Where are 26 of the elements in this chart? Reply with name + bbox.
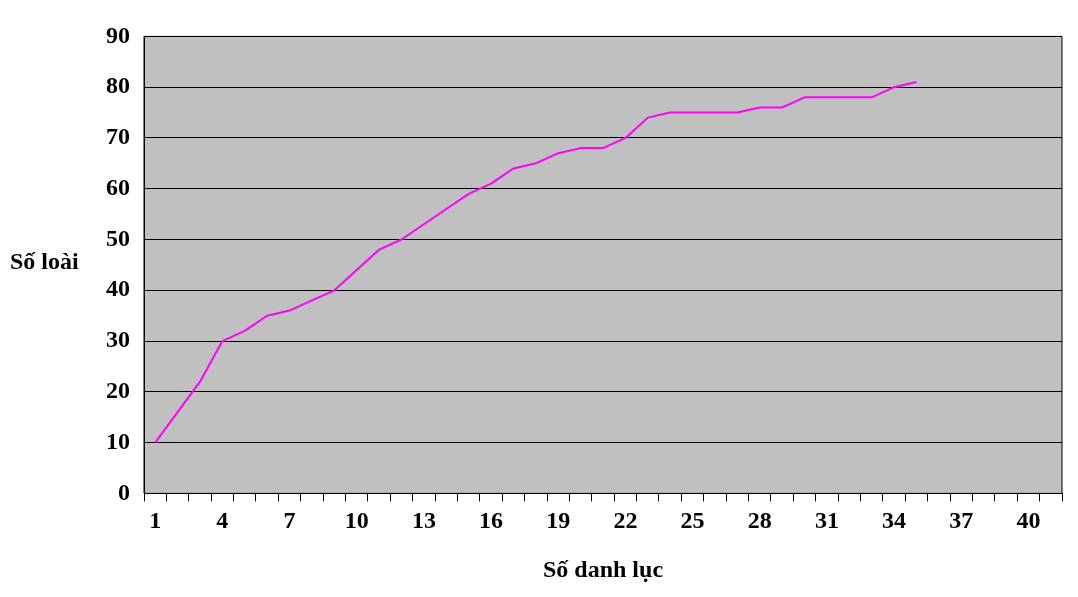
- x-tick-label: 19: [546, 507, 571, 533]
- y-tick-label: 40: [106, 275, 130, 302]
- x-tick-label: 34: [882, 507, 907, 533]
- x-tick-label: 16: [479, 507, 504, 533]
- y-axis-title: Số loài: [10, 248, 79, 275]
- y-tick-label: 80: [106, 72, 130, 99]
- y-tick-label: 20: [106, 377, 130, 404]
- y-tick-label: 90: [106, 21, 130, 48]
- x-tick-label: 28: [747, 507, 772, 533]
- x-tick-label: 37: [949, 507, 974, 533]
- y-tick-label: 60: [106, 173, 130, 200]
- x-axis-title: Số danh lục: [542, 555, 664, 582]
- x-tick-label: 25: [680, 507, 705, 533]
- x-tick-label: 4: [216, 507, 229, 533]
- x-tick-label: 13: [411, 507, 436, 533]
- y-tick-label: 10: [106, 427, 130, 454]
- y-tick-label: 0: [118, 478, 130, 505]
- x-tick-label: 31: [814, 507, 839, 533]
- x-tick-label: 10: [344, 507, 369, 533]
- y-tick-label: 30: [106, 326, 130, 353]
- x-tick-label: 40: [1016, 507, 1041, 533]
- y-tick-label: 50: [106, 224, 130, 251]
- y-tick-label: 70: [106, 123, 130, 150]
- x-tick-label: 1: [149, 507, 162, 533]
- x-tick-label: 22: [613, 507, 638, 533]
- x-tick-label: 7: [283, 507, 296, 533]
